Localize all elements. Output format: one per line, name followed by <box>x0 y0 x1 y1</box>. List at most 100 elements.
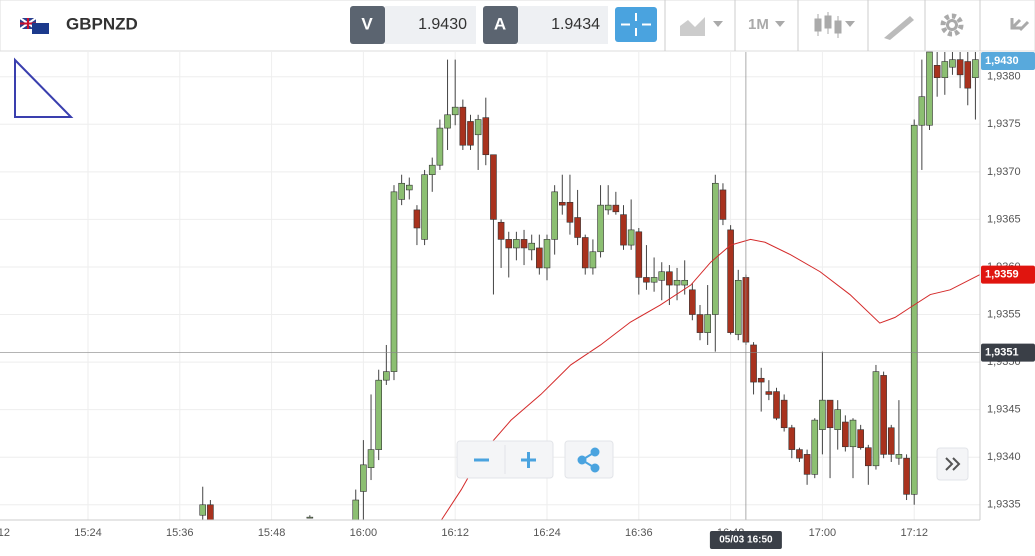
moving-average-badge: 1,9359 <box>985 268 1019 280</box>
candle-body <box>658 271 666 281</box>
candle-body <box>558 201 566 206</box>
moving-average-line <box>441 238 981 521</box>
candle-body <box>796 449 803 459</box>
candle-body <box>964 61 972 89</box>
share-button[interactable] <box>564 440 614 479</box>
candle-body <box>933 65 941 78</box>
candle-body <box>589 251 597 269</box>
y-tick-label: 1,9345 <box>987 404 1021 416</box>
candle-body <box>574 217 581 238</box>
candle-body <box>857 429 864 449</box>
crosshair-button[interactable] <box>615 7 657 42</box>
flag-nz <box>32 23 49 34</box>
candle-body <box>750 344 757 383</box>
candle-body <box>788 427 796 450</box>
x-tick-label: 17:00 <box>809 527 837 539</box>
candle-body <box>666 271 673 286</box>
candle-body <box>887 427 895 455</box>
candle-body <box>306 516 314 519</box>
x-tick-label: 16:24 <box>533 527 561 539</box>
candle-body <box>360 464 367 492</box>
candle-body <box>780 399 788 429</box>
toolbar: GBPNZD V 1.9430 A 1.9434 1M <box>0 0 1035 52</box>
candle-body <box>643 277 650 283</box>
candle-body <box>513 239 520 249</box>
triangle-drawing <box>14 57 74 118</box>
candle-body <box>451 106 459 116</box>
candle-body <box>459 106 467 146</box>
sell-price: 1.9430 <box>418 16 467 33</box>
candle-type-icon[interactable] <box>814 12 842 38</box>
candle-body <box>872 371 880 467</box>
settings-icon[interactable] <box>940 13 964 37</box>
candle-body <box>880 375 887 455</box>
crosshair-time-badge: 05/03 16:50 <box>719 535 773 546</box>
y-tick-label: 1,9340 <box>987 451 1021 463</box>
buy-price: 1.9434 <box>551 16 600 33</box>
candle-body <box>834 409 842 430</box>
collapse-icon[interactable] <box>1010 18 1030 32</box>
x-tick-label: 15:12 <box>0 527 10 539</box>
plot-area: 1,93351,93401,93451,93501,93551,93601,93… <box>0 51 1035 551</box>
candle-body <box>405 184 413 191</box>
candle-body <box>352 499 360 521</box>
x-tick-label: 15:36 <box>166 527 194 539</box>
chart-type-icon[interactable] <box>680 17 705 36</box>
x-tick-label: 17:12 <box>900 527 928 539</box>
candle-body <box>757 377 765 383</box>
candle-body <box>199 504 207 516</box>
x-tick-label: 16:36 <box>625 527 653 539</box>
y-tick-label: 1,9370 <box>987 166 1021 178</box>
symbol[interactable]: GBPNZD <box>66 14 138 33</box>
candle-body <box>650 277 658 283</box>
y-tick-label: 1,9335 <box>987 499 1021 511</box>
buy-price-box[interactable] <box>518 6 608 44</box>
drawing-tool-icon[interactable] <box>884 16 914 40</box>
candle-body <box>398 182 405 200</box>
candle-body <box>207 504 214 521</box>
crosshair-price-badge-bg <box>981 343 1035 362</box>
y-tick-label: 1,9355 <box>987 308 1021 320</box>
crosshair-time-badge-bg <box>709 531 782 549</box>
candle-body <box>528 242 535 251</box>
candle-body <box>704 314 711 333</box>
candle-body <box>482 117 490 156</box>
candle-body <box>895 454 903 459</box>
candle-body <box>505 239 513 249</box>
candle-body <box>926 51 933 126</box>
candle-body <box>689 289 696 315</box>
candle-body <box>941 61 949 78</box>
buy-button[interactable] <box>483 6 518 44</box>
candle-body <box>375 379 382 450</box>
sell-button[interactable] <box>350 6 385 44</box>
separators <box>664 0 981 51</box>
candle-body <box>467 121 474 146</box>
sell-price-box[interactable] <box>385 6 476 44</box>
sell-label: V <box>361 14 373 33</box>
candle-body <box>367 449 375 468</box>
candle-body <box>428 164 436 176</box>
candle-body <box>734 279 742 335</box>
zoom-in[interactable] <box>521 452 536 468</box>
candle-body <box>765 391 773 395</box>
current-price-badge: 1,9430 <box>985 55 1019 67</box>
candle-body <box>436 127 444 166</box>
candle-body <box>581 237 589 269</box>
candle-body <box>551 191 558 240</box>
price-axis-bg <box>980 52 1035 551</box>
candle-body <box>543 239 551 269</box>
candle-body <box>819 399 826 430</box>
candle-body <box>719 189 727 220</box>
candle-body <box>421 174 428 240</box>
timeframe[interactable]: 1M <box>748 16 769 33</box>
x-tick-label: 15:48 <box>258 527 286 539</box>
candle-body <box>811 419 819 475</box>
x-tick-label: 15:24 <box>74 527 102 539</box>
candle-body <box>903 457 910 495</box>
candle-body <box>612 204 620 213</box>
candle-body <box>383 371 390 381</box>
candle-body <box>673 279 681 286</box>
candle-body <box>520 239 528 249</box>
y-tick-label: 1,9375 <box>987 118 1021 130</box>
